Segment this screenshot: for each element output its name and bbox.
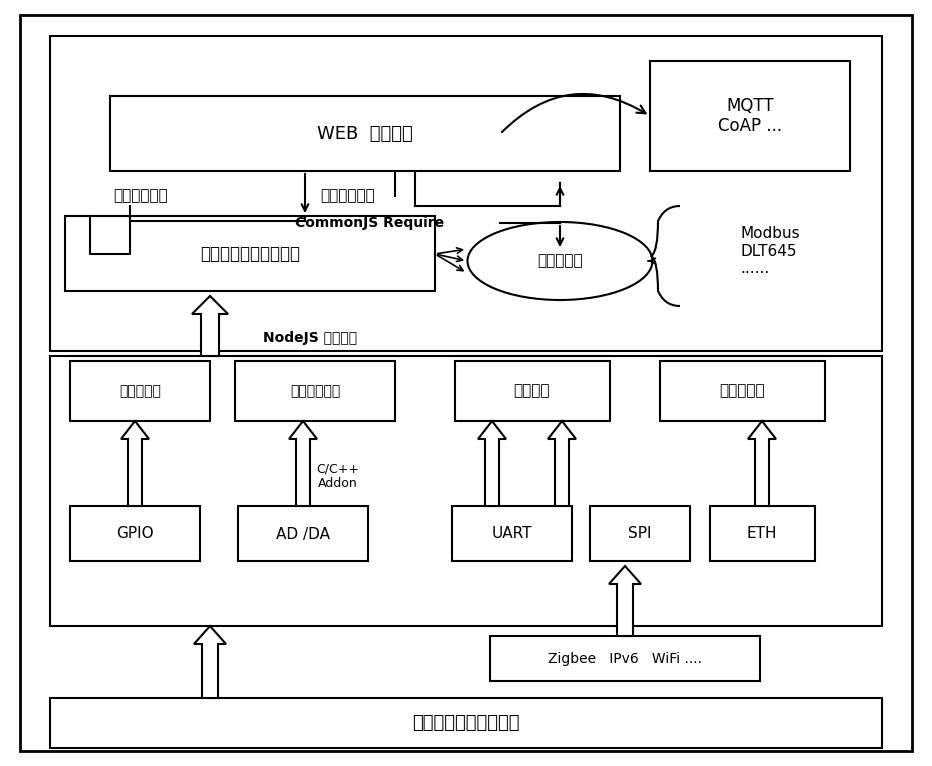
- Text: WEB  数据发布: WEB 数据发布: [317, 125, 413, 143]
- Bar: [650, 61, 850, 171]
- Text: Zigbee   IPv6   WiFi ....: Zigbee IPv6 WiFi ....: [548, 652, 702, 666]
- Text: 模拟量量通道: 模拟量量通道: [290, 384, 340, 398]
- Polygon shape: [289, 421, 317, 506]
- Bar: [590, 506, 690, 561]
- Bar: [50, 698, 882, 748]
- Bar: [70, 506, 200, 561]
- Text: GPIO: GPIO: [116, 526, 154, 542]
- Bar: [455, 361, 610, 421]
- Text: 热替换驱动: 热替换驱动: [537, 254, 582, 269]
- Text: 通道参数配置: 通道参数配置: [113, 188, 168, 204]
- FancyArrowPatch shape: [502, 94, 646, 132]
- Ellipse shape: [468, 222, 652, 300]
- Bar: [235, 361, 395, 421]
- Polygon shape: [548, 421, 576, 506]
- Polygon shape: [748, 421, 776, 506]
- Text: C/C++
Addon: C/C++ Addon: [317, 462, 360, 490]
- Bar: [50, 36, 882, 351]
- Bar: [452, 506, 572, 561]
- Text: 数值量通道: 数值量通道: [119, 384, 161, 398]
- Polygon shape: [478, 421, 506, 506]
- Bar: [238, 506, 368, 561]
- Bar: [110, 96, 620, 171]
- Text: SPI: SPI: [628, 526, 651, 542]
- Text: UART: UART: [492, 526, 532, 542]
- Text: ETH: ETH: [747, 526, 777, 542]
- Bar: [50, 356, 882, 626]
- Text: 以太网通道: 以太网通道: [720, 384, 765, 398]
- Bar: [660, 361, 825, 421]
- Polygon shape: [121, 421, 149, 506]
- Text: 驱动在线生成: 驱动在线生成: [320, 188, 375, 204]
- Polygon shape: [192, 296, 228, 356]
- Polygon shape: [194, 626, 226, 698]
- Bar: [65, 216, 435, 291]
- Text: 通道适配（工厂模式）: 通道适配（工厂模式）: [200, 245, 300, 263]
- Text: NodeJS 动态解析: NodeJS 动态解析: [263, 331, 357, 345]
- Text: AD /DA: AD /DA: [276, 526, 330, 542]
- Polygon shape: [609, 566, 641, 636]
- Text: MQTT
CoAP ...: MQTT CoAP ...: [718, 97, 782, 136]
- Text: Modbus
DLT645
......: Modbus DLT645 ......: [740, 226, 800, 276]
- Bar: [710, 506, 815, 561]
- Bar: [490, 636, 760, 681]
- Text: 串行通道: 串行通道: [514, 384, 550, 398]
- Text: 各类工业仪表及传感器: 各类工业仪表及传感器: [412, 714, 520, 732]
- Text: CommonJS Require: CommonJS Require: [295, 216, 445, 230]
- Bar: [70, 361, 210, 421]
